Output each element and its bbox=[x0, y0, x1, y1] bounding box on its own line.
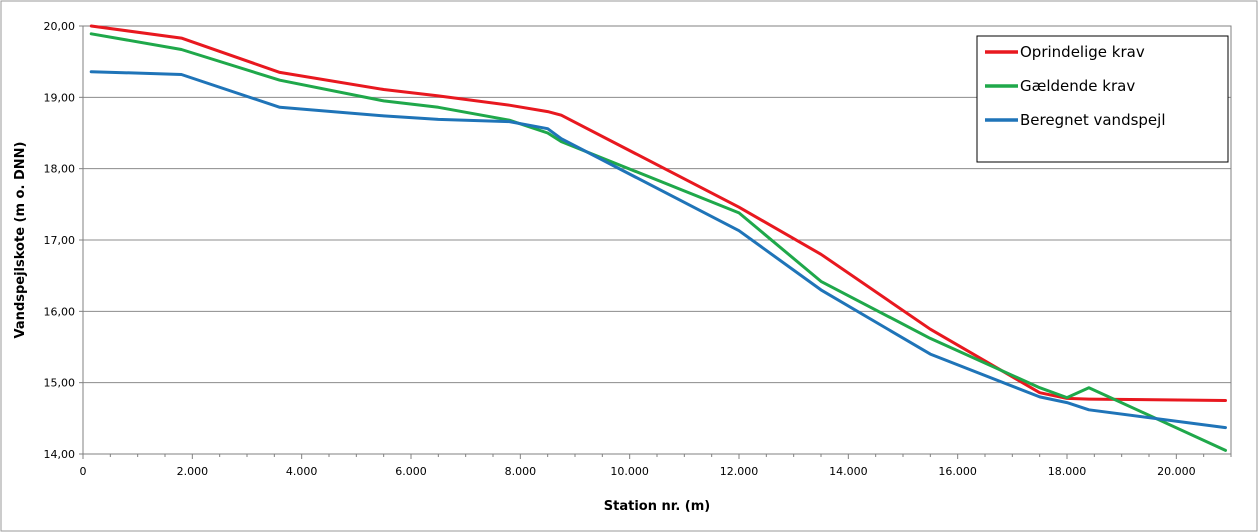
x-tick-label: 0 bbox=[80, 465, 87, 478]
x-tick-label: 10.000 bbox=[610, 465, 649, 478]
y-tick-label: 16,00 bbox=[44, 305, 76, 318]
x-tick-label: 2.000 bbox=[177, 465, 209, 478]
x-tick-label: 12.000 bbox=[720, 465, 759, 478]
x-tick-label: 20.000 bbox=[1157, 465, 1196, 478]
x-tick-label: 14.000 bbox=[829, 465, 868, 478]
x-tick-label: 18.000 bbox=[1048, 465, 1087, 478]
x-tick-label: 6.000 bbox=[395, 465, 427, 478]
legend-label-gaeldende-krav: Gældende krav bbox=[1020, 77, 1135, 95]
x-tick-label: 4.000 bbox=[286, 465, 318, 478]
y-tick-label: 20,00 bbox=[44, 20, 76, 33]
x-axis-title: Station nr. (m) bbox=[604, 499, 710, 514]
x-tick-label: 16.000 bbox=[938, 465, 977, 478]
legend: Oprindelige krav Gældende krav Beregnet … bbox=[976, 35, 1229, 163]
x-tick-label: 8.000 bbox=[505, 465, 537, 478]
axis-ticks: 14,00 15,00 16,00 17,00 18,00 19,00 20,00 0 2.00… bbox=[44, 20, 1232, 478]
y-tick-label: 15,00 bbox=[44, 377, 76, 390]
series-line-gaeldende-krav bbox=[89, 32, 1227, 452]
legend-label-oprindelige-krav: Oprindelige krav bbox=[1020, 43, 1145, 61]
y-axis-title: Vandspejlskote (m o. DNN) bbox=[13, 142, 28, 339]
y-tick-label: 19,00 bbox=[44, 91, 76, 104]
legend-box bbox=[976, 35, 1229, 163]
legend-label-beregnet-vandspejl: Beregnet vandspejl bbox=[1020, 111, 1166, 129]
series-line-beregnet-vandspejl bbox=[89, 70, 1227, 430]
y-tick-label: 18,00 bbox=[44, 163, 76, 176]
y-tick-label: 17,00 bbox=[44, 234, 76, 247]
series-lines bbox=[89, 24, 1227, 452]
y-tick-label: 14,00 bbox=[44, 448, 76, 461]
series-line-oprindelige-krav bbox=[89, 24, 1227, 402]
